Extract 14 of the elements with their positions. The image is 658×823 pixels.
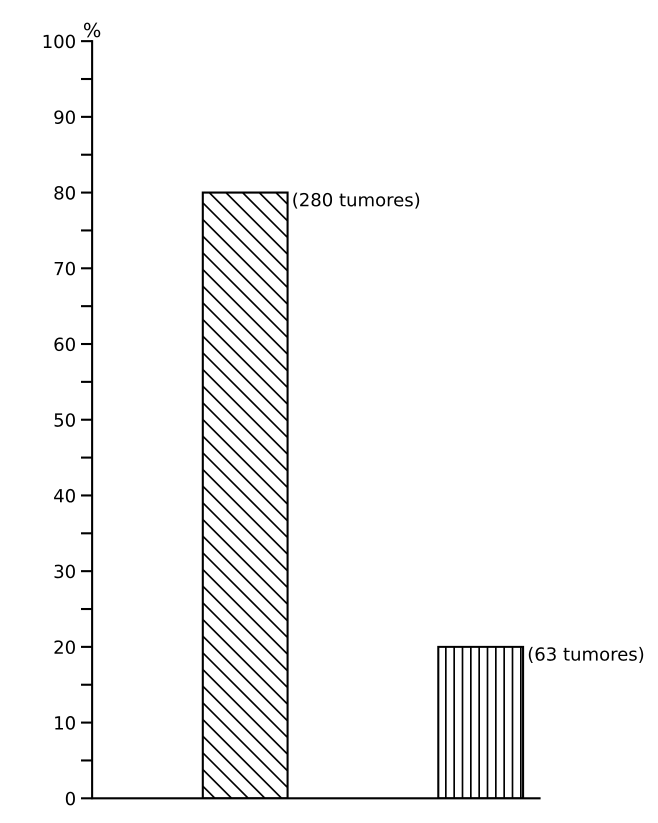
y-axis-title: % [84, 22, 100, 38]
annotation: (280 tumores) [293, 192, 420, 209]
annotation: (63 tumores) [528, 646, 644, 663]
y-tick-label: 90 [54, 110, 75, 124]
y-tick-label: 50 [54, 413, 75, 427]
y-tick-label: 20 [54, 640, 75, 654]
y-tick-label: 60 [54, 337, 75, 352]
y-tick-label: 80 [54, 186, 75, 200]
y-tick-label: 10 [55, 716, 75, 730]
y-tick-label: 100 [44, 34, 75, 48]
y-tick-label: 0 [66, 792, 75, 806]
y-tick-label: 70 [54, 262, 75, 276]
y-tick-label: 30 [54, 564, 75, 578]
y-tick-label: 40 [54, 488, 75, 503]
